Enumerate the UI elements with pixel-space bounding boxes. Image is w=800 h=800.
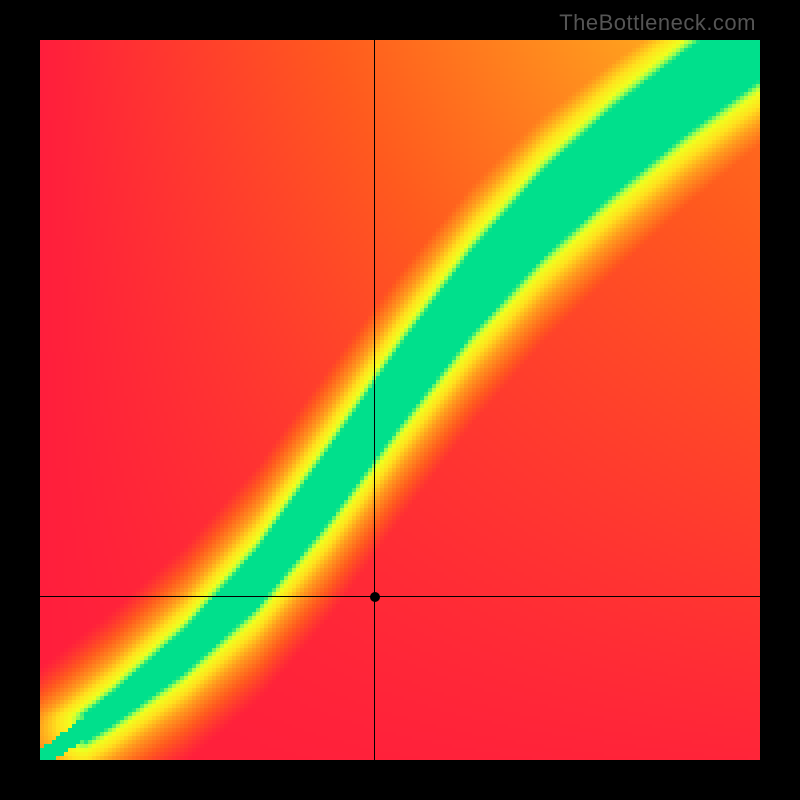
heatmap-plot	[40, 40, 760, 760]
marker-dot	[370, 592, 380, 602]
heatmap-canvas	[40, 40, 760, 760]
crosshair-vertical	[374, 40, 375, 760]
watermark-text: TheBottleneck.com	[559, 10, 756, 36]
crosshair-horizontal	[40, 596, 760, 597]
